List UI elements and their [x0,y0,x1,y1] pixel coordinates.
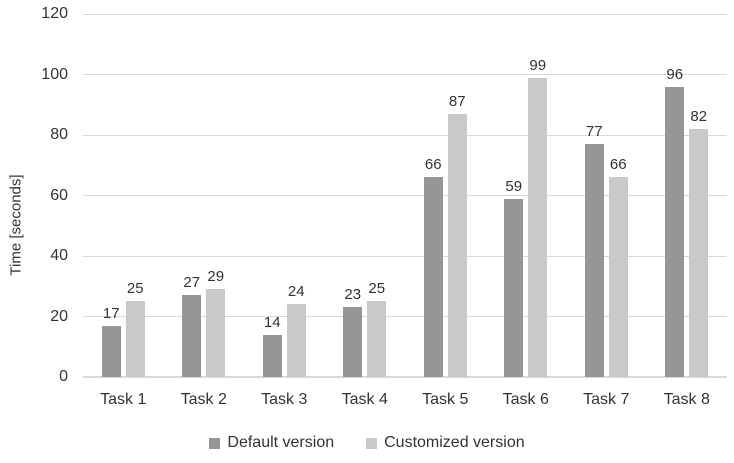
y-tick-label-80: 80 [50,126,68,143]
bar-customized-version-task-6 [528,77,548,377]
y-tick-label-60: 60 [50,186,68,204]
x-category-label-task-5: Task 5 [422,391,469,408]
y-tick-label-20: 20 [50,307,68,325]
gridline-40 [83,255,727,257]
gridline-120 [83,13,727,15]
data-label-customized-version-task-8: 82 [690,107,708,125]
gridline-20 [83,316,727,317]
bar-default-version-task-5 [423,177,443,377]
legend-label: Default version [227,434,335,451]
x-category-label-task-6: Task 6 [502,391,549,408]
x-axis-line [83,376,727,378]
x-category-label-task-8: Task 8 [663,391,710,408]
gridline-60 [83,195,727,196]
y-tick-label-0: 0 [59,368,68,385]
data-label-default-version-task-7: 77 [585,123,603,141]
data-label-default-version-task-1: 17 [102,304,120,322]
data-label-customized-version-task-4: 25 [368,280,386,298]
y-tick-label-100: 100 [41,65,68,83]
data-label-default-version-task-8: 96 [666,65,684,83]
y-tick-label-40: 40 [50,247,68,264]
bar-default-version-task-2 [182,295,202,377]
x-category-label-task-7: Task 7 [583,391,630,408]
plot-area: 17 25 27 29 14 24 23 25 66 87 59 99 77 66 96 82 [83,13,727,378]
data-label-customized-version-task-7: 66 [609,156,627,174]
x-category-label-task-4: Task 4 [341,391,388,408]
bar-customized-version-task-4 [367,301,387,377]
bar-default-version-task-1 [101,325,121,377]
gridline-80 [83,134,727,136]
data-label-customized-version-task-6: 99 [529,56,547,74]
data-label-default-version-task-3: 14 [263,313,281,331]
x-category-label-task-2: Task 2 [180,391,227,408]
bar-customized-version-task-2 [206,289,226,377]
bar-customized-version-task-5 [447,113,467,377]
bar-default-version-task-3 [262,334,282,377]
bar-default-version-task-6 [504,198,524,377]
bar-customized-version-task-7 [608,177,628,377]
bar-default-version-task-8 [665,86,685,377]
bar-customized-version-task-3 [286,304,306,377]
x-category-label-task-1: Task 1 [100,391,147,408]
data-label-default-version-task-2: 27 [183,274,201,292]
legend-swatch-icon [366,437,378,449]
data-label-default-version-task-6: 59 [505,177,523,195]
bar-customized-version-task-8 [689,128,709,377]
gridline-100 [83,74,727,75]
data-label-default-version-task-5: 66 [424,156,442,174]
x-category-label-task-3: Task 3 [261,391,308,408]
bar-customized-version-task-1 [125,301,145,377]
legend-item-customized-version: Customized version [366,434,525,452]
legend-label: Customized version [384,434,525,451]
bar-default-version-task-4 [343,307,363,377]
legend-item-default-version: Default version [209,434,334,452]
data-label-customized-version-task-2: 29 [207,268,225,286]
bar-default-version-task-7 [584,144,604,377]
legend-swatch-icon [209,437,221,449]
data-label-default-version-task-4: 23 [344,286,362,304]
legend: Default version Customized version [0,434,734,452]
data-label-customized-version-task-1: 25 [126,280,144,298]
data-label-customized-version-task-5: 87 [448,92,466,110]
y-tick-label-120: 120 [41,5,68,22]
data-label-customized-version-task-3: 24 [287,283,305,301]
